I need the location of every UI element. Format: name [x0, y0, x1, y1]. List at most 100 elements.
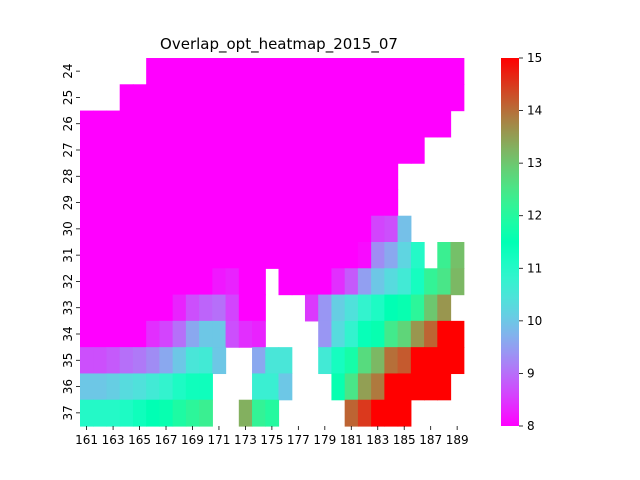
heatmap-cell: [238, 294, 253, 322]
heatmap-cell: [371, 215, 385, 243]
y-tick-label: 31: [61, 248, 75, 263]
heatmap-cell: [344, 294, 359, 322]
heatmap-cell: [238, 163, 253, 191]
colorbar-tick-label: 12: [527, 209, 542, 223]
heatmap-cell: [132, 136, 147, 164]
heatmap-cell: [225, 84, 240, 112]
heatmap-cell: [357, 215, 372, 243]
heatmap-cell: [172, 136, 187, 164]
heatmap-cell: [212, 320, 227, 348]
heatmap-cell: [384, 189, 399, 217]
heatmap-cell: [172, 294, 187, 322]
heatmap-cell: [384, 215, 399, 243]
heatmap-cell: [318, 110, 333, 138]
heatmap-cell: [172, 58, 187, 85]
heatmap-cell: [291, 58, 306, 85]
heatmap-cell: [384, 136, 399, 164]
y-tick-label: 25: [61, 90, 75, 105]
heatmap-cell: [344, 189, 359, 217]
heatmap-cell: [318, 294, 333, 322]
heatmap-cell: [159, 58, 174, 85]
heatmap-cell: [371, 294, 385, 322]
heatmap-cell: [159, 163, 174, 191]
x-tick-label: 169: [181, 433, 204, 447]
heatmap-cell: [424, 84, 438, 112]
heatmap-cell: [185, 268, 200, 296]
heatmap-cell: [159, 347, 174, 375]
heatmap-cell: [252, 347, 266, 375]
heatmap-cell: [357, 110, 372, 138]
heatmap-cell: [132, 347, 147, 375]
heatmap-cell: [146, 294, 160, 322]
heatmap-cell: [252, 373, 266, 401]
heatmap-cell: [252, 399, 266, 427]
heatmap-cell: [357, 84, 372, 112]
heatmap-cell: [106, 189, 121, 217]
heatmap-cell: [199, 189, 213, 217]
heatmap-cell: [265, 84, 280, 112]
heatmap-cell: [424, 58, 438, 85]
heatmap-cell: [410, 294, 425, 322]
heatmap-cell: [185, 320, 200, 348]
heatmap-cell: [225, 320, 240, 348]
heatmap-cell: [80, 242, 94, 269]
heatmap-cell: [265, 163, 280, 191]
heatmap-cell: [265, 347, 280, 375]
heatmap-cell: [212, 136, 227, 164]
heatmap-cell: [132, 110, 147, 138]
heatmap-cell: [185, 347, 200, 375]
heatmap-cell: [304, 163, 319, 191]
heatmap-cell: [80, 373, 94, 401]
heatmap-cell: [265, 58, 280, 85]
heatmap-cell: [278, 84, 293, 112]
heatmap-cell: [278, 110, 293, 138]
heatmap-cell: [172, 189, 187, 217]
heatmap-cell: [238, 84, 253, 112]
heatmap-cell: [318, 347, 333, 375]
heatmap-cell: [146, 320, 160, 348]
colorbar-tick-label: 10: [527, 314, 542, 328]
heatmap-cell: [199, 163, 213, 191]
heatmap-cell: [397, 215, 412, 243]
heatmap-cell: [371, 58, 385, 85]
heatmap-cell: [384, 84, 399, 112]
y-tick-label: 29: [61, 195, 75, 210]
heatmap-cell: [146, 189, 160, 217]
heatmap-cell: [424, 294, 438, 322]
heatmap-cell: [344, 84, 359, 112]
heatmap-cell: [410, 373, 425, 401]
heatmap-cell: [238, 320, 253, 348]
heatmap-cell: [410, 136, 425, 164]
heatmap-cell: [132, 373, 147, 401]
heatmap-cell: [172, 320, 187, 348]
heatmap-cell: [146, 242, 160, 269]
heatmap-cell: [437, 58, 452, 85]
heatmap-cell: [159, 268, 174, 296]
heatmap-cell: [212, 189, 227, 217]
heatmap-cell: [357, 189, 372, 217]
heatmap-cell: [146, 373, 160, 401]
heatmap-cell: [397, 294, 412, 322]
heatmap-cell: [238, 399, 253, 427]
heatmap-cell: [119, 347, 134, 375]
heatmap-cell: [331, 268, 346, 296]
heatmap-cell: [172, 84, 187, 112]
heatmap-cell: [159, 399, 174, 427]
heatmap-cell: [212, 110, 227, 138]
heatmap-cell: [252, 136, 266, 164]
heatmap-cell: [397, 347, 412, 375]
heatmap-cell: [106, 320, 121, 348]
heatmap-cell: [371, 163, 385, 191]
heatmap-cell: [384, 163, 399, 191]
y-axis: 24 25 26 27 28 29 30 31 32 33 34 35 36 37: [61, 64, 80, 420]
heatmap-cell: [437, 242, 452, 269]
heatmap-cell: [212, 268, 227, 296]
heatmap-cell: [119, 163, 134, 191]
heatmap-cell: [80, 215, 94, 243]
heatmap-cell: [132, 215, 147, 243]
heatmap-cell: [185, 84, 200, 112]
heatmap-cell: [278, 136, 293, 164]
heatmap-cell: [291, 84, 306, 112]
heatmap-cell: [424, 268, 438, 296]
